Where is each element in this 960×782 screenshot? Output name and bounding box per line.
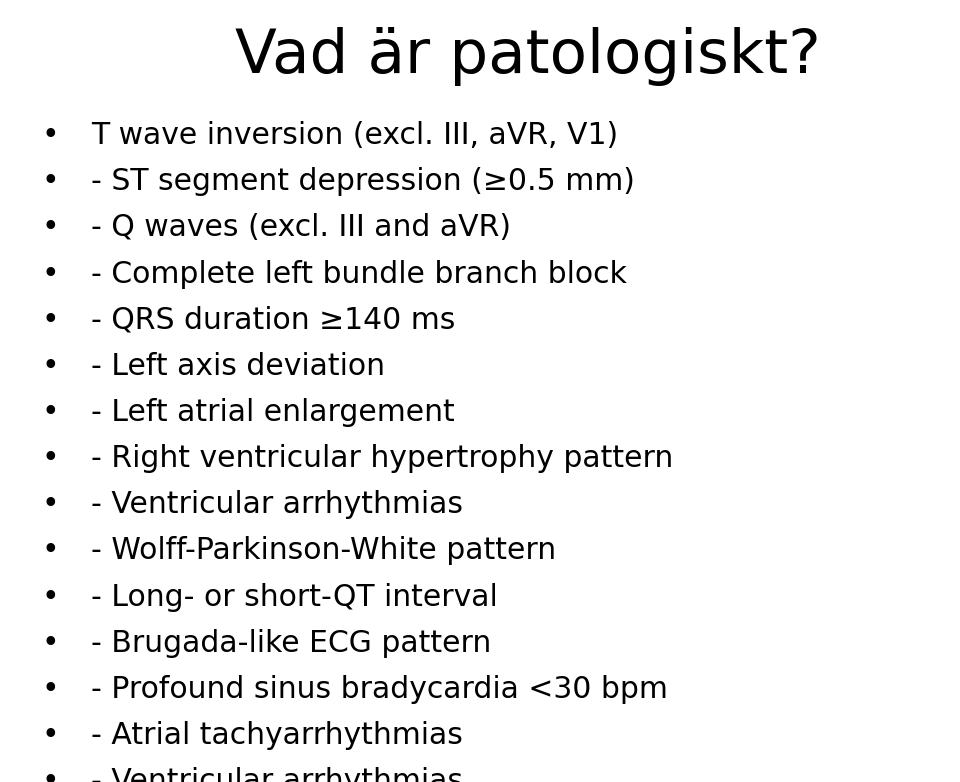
Text: - Wolff-Parkinson-White pattern: - Wolff-Parkinson-White pattern xyxy=(91,536,557,565)
Text: - Long- or short-QT interval: - Long- or short-QT interval xyxy=(91,583,498,612)
Text: - Left atrial enlargement: - Left atrial enlargement xyxy=(91,398,455,427)
Text: •: • xyxy=(41,398,59,427)
Text: - Brugada-like ECG pattern: - Brugada-like ECG pattern xyxy=(91,629,492,658)
Text: •: • xyxy=(41,675,59,704)
Text: •: • xyxy=(41,721,59,750)
Text: •: • xyxy=(41,536,59,565)
Text: - Left axis deviation: - Left axis deviation xyxy=(91,352,385,381)
Text: - Ventricular arrhythmias: - Ventricular arrhythmias xyxy=(91,490,463,519)
Text: - Ventricular arrhythmias: - Ventricular arrhythmias xyxy=(91,767,463,782)
Text: •: • xyxy=(41,167,59,196)
Text: •: • xyxy=(41,444,59,473)
Text: •: • xyxy=(41,352,59,381)
Text: Vad är patologiskt?: Vad är patologiskt? xyxy=(235,27,821,86)
Text: •: • xyxy=(41,306,59,335)
Text: - Atrial tachyarrhythmias: - Atrial tachyarrhythmias xyxy=(91,721,463,750)
Text: •: • xyxy=(41,767,59,782)
Text: - Complete left bundle branch block: - Complete left bundle branch block xyxy=(91,260,627,289)
Text: •: • xyxy=(41,583,59,612)
Text: •: • xyxy=(41,213,59,242)
Text: •: • xyxy=(41,490,59,519)
Text: - Profound sinus bradycardia <30 bpm: - Profound sinus bradycardia <30 bpm xyxy=(91,675,668,704)
Text: •: • xyxy=(41,629,59,658)
Text: - Right ventricular hypertrophy pattern: - Right ventricular hypertrophy pattern xyxy=(91,444,674,473)
Text: - Q waves (excl. III and aVR): - Q waves (excl. III and aVR) xyxy=(91,213,511,242)
Text: - ST segment depression (≥0.5 mm): - ST segment depression (≥0.5 mm) xyxy=(91,167,636,196)
Text: T wave inversion (excl. III, aVR, V1): T wave inversion (excl. III, aVR, V1) xyxy=(91,121,618,150)
Text: •: • xyxy=(41,260,59,289)
Text: •: • xyxy=(41,121,59,150)
Text: - QRS duration ≥140 ms: - QRS duration ≥140 ms xyxy=(91,306,456,335)
